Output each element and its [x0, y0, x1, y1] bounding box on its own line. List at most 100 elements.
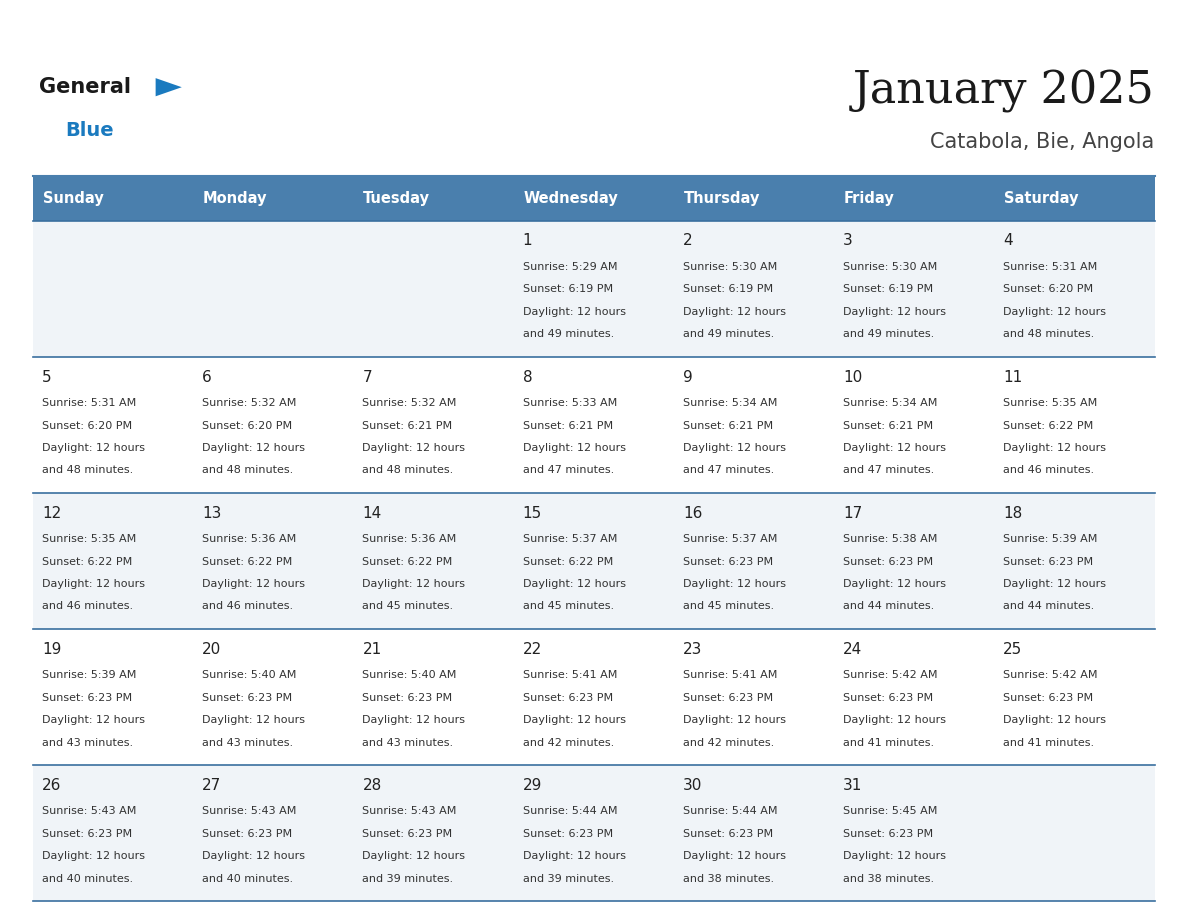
Text: 25: 25 — [1004, 642, 1023, 656]
Text: Sunset: 6:23 PM: Sunset: 6:23 PM — [523, 829, 613, 839]
Text: Sunrise: 5:34 AM: Sunrise: 5:34 AM — [843, 398, 937, 409]
Text: Sunrise: 5:35 AM: Sunrise: 5:35 AM — [1004, 398, 1098, 409]
Text: Daylight: 12 hours: Daylight: 12 hours — [202, 579, 305, 589]
Bar — [674, 766, 834, 901]
Text: Daylight: 12 hours: Daylight: 12 hours — [523, 715, 626, 725]
Text: Sunset: 6:22 PM: Sunset: 6:22 PM — [1004, 420, 1094, 431]
Text: Daylight: 12 hours: Daylight: 12 hours — [202, 851, 305, 861]
Bar — [994, 357, 1155, 493]
Text: Sunset: 6:23 PM: Sunset: 6:23 PM — [202, 693, 292, 702]
Text: Sunrise: 5:44 AM: Sunrise: 5:44 AM — [683, 806, 777, 816]
Bar — [834, 493, 994, 630]
Text: Daylight: 12 hours: Daylight: 12 hours — [843, 851, 946, 861]
Text: Sunrise: 5:43 AM: Sunrise: 5:43 AM — [362, 806, 457, 816]
Bar — [354, 221, 514, 357]
Text: Daylight: 12 hours: Daylight: 12 hours — [683, 307, 786, 317]
Text: 19: 19 — [42, 642, 62, 656]
Bar — [33, 221, 194, 357]
Text: Sunset: 6:23 PM: Sunset: 6:23 PM — [683, 829, 773, 839]
Bar — [194, 176, 354, 221]
Text: Sunrise: 5:42 AM: Sunrise: 5:42 AM — [1004, 670, 1098, 680]
Text: Daylight: 12 hours: Daylight: 12 hours — [1004, 307, 1106, 317]
Text: Sunset: 6:22 PM: Sunset: 6:22 PM — [202, 556, 292, 566]
Bar — [674, 630, 834, 766]
Text: and 38 minutes.: and 38 minutes. — [843, 874, 934, 884]
Text: and 43 minutes.: and 43 minutes. — [362, 737, 454, 747]
Text: 6: 6 — [202, 370, 211, 385]
Text: 12: 12 — [42, 506, 62, 521]
Text: 29: 29 — [523, 778, 542, 792]
Text: 5: 5 — [42, 370, 52, 385]
Text: Thursday: Thursday — [684, 191, 760, 207]
Text: General: General — [39, 77, 131, 97]
Text: Sunrise: 5:36 AM: Sunrise: 5:36 AM — [362, 534, 456, 544]
Text: Sunset: 6:23 PM: Sunset: 6:23 PM — [843, 693, 934, 702]
Text: and 44 minutes.: and 44 minutes. — [1004, 601, 1094, 611]
Text: Sunset: 6:23 PM: Sunset: 6:23 PM — [42, 693, 132, 702]
Text: and 40 minutes.: and 40 minutes. — [42, 874, 133, 884]
Bar — [194, 766, 354, 901]
Text: Daylight: 12 hours: Daylight: 12 hours — [362, 851, 466, 861]
Text: Sunset: 6:23 PM: Sunset: 6:23 PM — [523, 693, 613, 702]
Text: Sunrise: 5:45 AM: Sunrise: 5:45 AM — [843, 806, 937, 816]
Text: Sunset: 6:23 PM: Sunset: 6:23 PM — [1004, 556, 1093, 566]
Text: Sunrise: 5:39 AM: Sunrise: 5:39 AM — [42, 670, 137, 680]
Text: Catabola, Bie, Angola: Catabola, Bie, Angola — [930, 132, 1155, 152]
Text: Daylight: 12 hours: Daylight: 12 hours — [683, 443, 786, 453]
Bar — [354, 357, 514, 493]
Text: 13: 13 — [202, 506, 222, 521]
Bar — [834, 766, 994, 901]
Text: Sunrise: 5:40 AM: Sunrise: 5:40 AM — [202, 670, 297, 680]
Bar — [194, 630, 354, 766]
Bar — [33, 493, 194, 630]
Bar — [33, 357, 194, 493]
Text: and 39 minutes.: and 39 minutes. — [362, 874, 454, 884]
Text: Sunrise: 5:38 AM: Sunrise: 5:38 AM — [843, 534, 937, 544]
Text: 10: 10 — [843, 370, 862, 385]
Text: Daylight: 12 hours: Daylight: 12 hours — [202, 715, 305, 725]
Text: Daylight: 12 hours: Daylight: 12 hours — [523, 443, 626, 453]
Text: and 38 minutes.: and 38 minutes. — [683, 874, 775, 884]
Text: Sunrise: 5:41 AM: Sunrise: 5:41 AM — [523, 670, 617, 680]
Text: Sunset: 6:22 PM: Sunset: 6:22 PM — [42, 556, 132, 566]
Text: Sunset: 6:23 PM: Sunset: 6:23 PM — [362, 693, 453, 702]
Text: Sunset: 6:20 PM: Sunset: 6:20 PM — [1004, 285, 1093, 295]
Text: Daylight: 12 hours: Daylight: 12 hours — [42, 443, 145, 453]
Text: and 43 minutes.: and 43 minutes. — [42, 737, 133, 747]
Text: Tuesday: Tuesday — [364, 191, 430, 207]
Bar — [994, 221, 1155, 357]
Text: and 48 minutes.: and 48 minutes. — [1004, 330, 1094, 340]
Text: Daylight: 12 hours: Daylight: 12 hours — [362, 715, 466, 725]
Bar — [354, 766, 514, 901]
Text: 15: 15 — [523, 506, 542, 521]
Text: 18: 18 — [1004, 506, 1023, 521]
Text: Sunset: 6:23 PM: Sunset: 6:23 PM — [362, 829, 453, 839]
Bar — [834, 221, 994, 357]
Text: 2: 2 — [683, 233, 693, 249]
Text: Sunset: 6:23 PM: Sunset: 6:23 PM — [42, 829, 132, 839]
Bar — [33, 630, 194, 766]
Bar — [994, 493, 1155, 630]
Text: and 42 minutes.: and 42 minutes. — [523, 737, 614, 747]
Text: and 47 minutes.: and 47 minutes. — [523, 465, 614, 476]
Text: Daylight: 12 hours: Daylight: 12 hours — [42, 851, 145, 861]
Text: and 46 minutes.: and 46 minutes. — [42, 601, 133, 611]
Text: Blue: Blue — [65, 121, 114, 140]
Text: 21: 21 — [362, 642, 381, 656]
Text: 16: 16 — [683, 506, 702, 521]
Text: Daylight: 12 hours: Daylight: 12 hours — [523, 307, 626, 317]
Text: Sunset: 6:23 PM: Sunset: 6:23 PM — [843, 556, 934, 566]
Text: and 43 minutes.: and 43 minutes. — [202, 737, 293, 747]
Bar — [33, 176, 194, 221]
Text: Sunrise: 5:32 AM: Sunrise: 5:32 AM — [362, 398, 457, 409]
Text: Sunset: 6:19 PM: Sunset: 6:19 PM — [843, 285, 934, 295]
Bar — [674, 221, 834, 357]
Text: Sunrise: 5:42 AM: Sunrise: 5:42 AM — [843, 670, 937, 680]
Text: 20: 20 — [202, 642, 221, 656]
Text: 31: 31 — [843, 778, 862, 792]
Text: Daylight: 12 hours: Daylight: 12 hours — [362, 579, 466, 589]
Text: 9: 9 — [683, 370, 693, 385]
Bar — [514, 357, 674, 493]
Text: Sunrise: 5:36 AM: Sunrise: 5:36 AM — [202, 534, 297, 544]
Polygon shape — [156, 78, 182, 96]
